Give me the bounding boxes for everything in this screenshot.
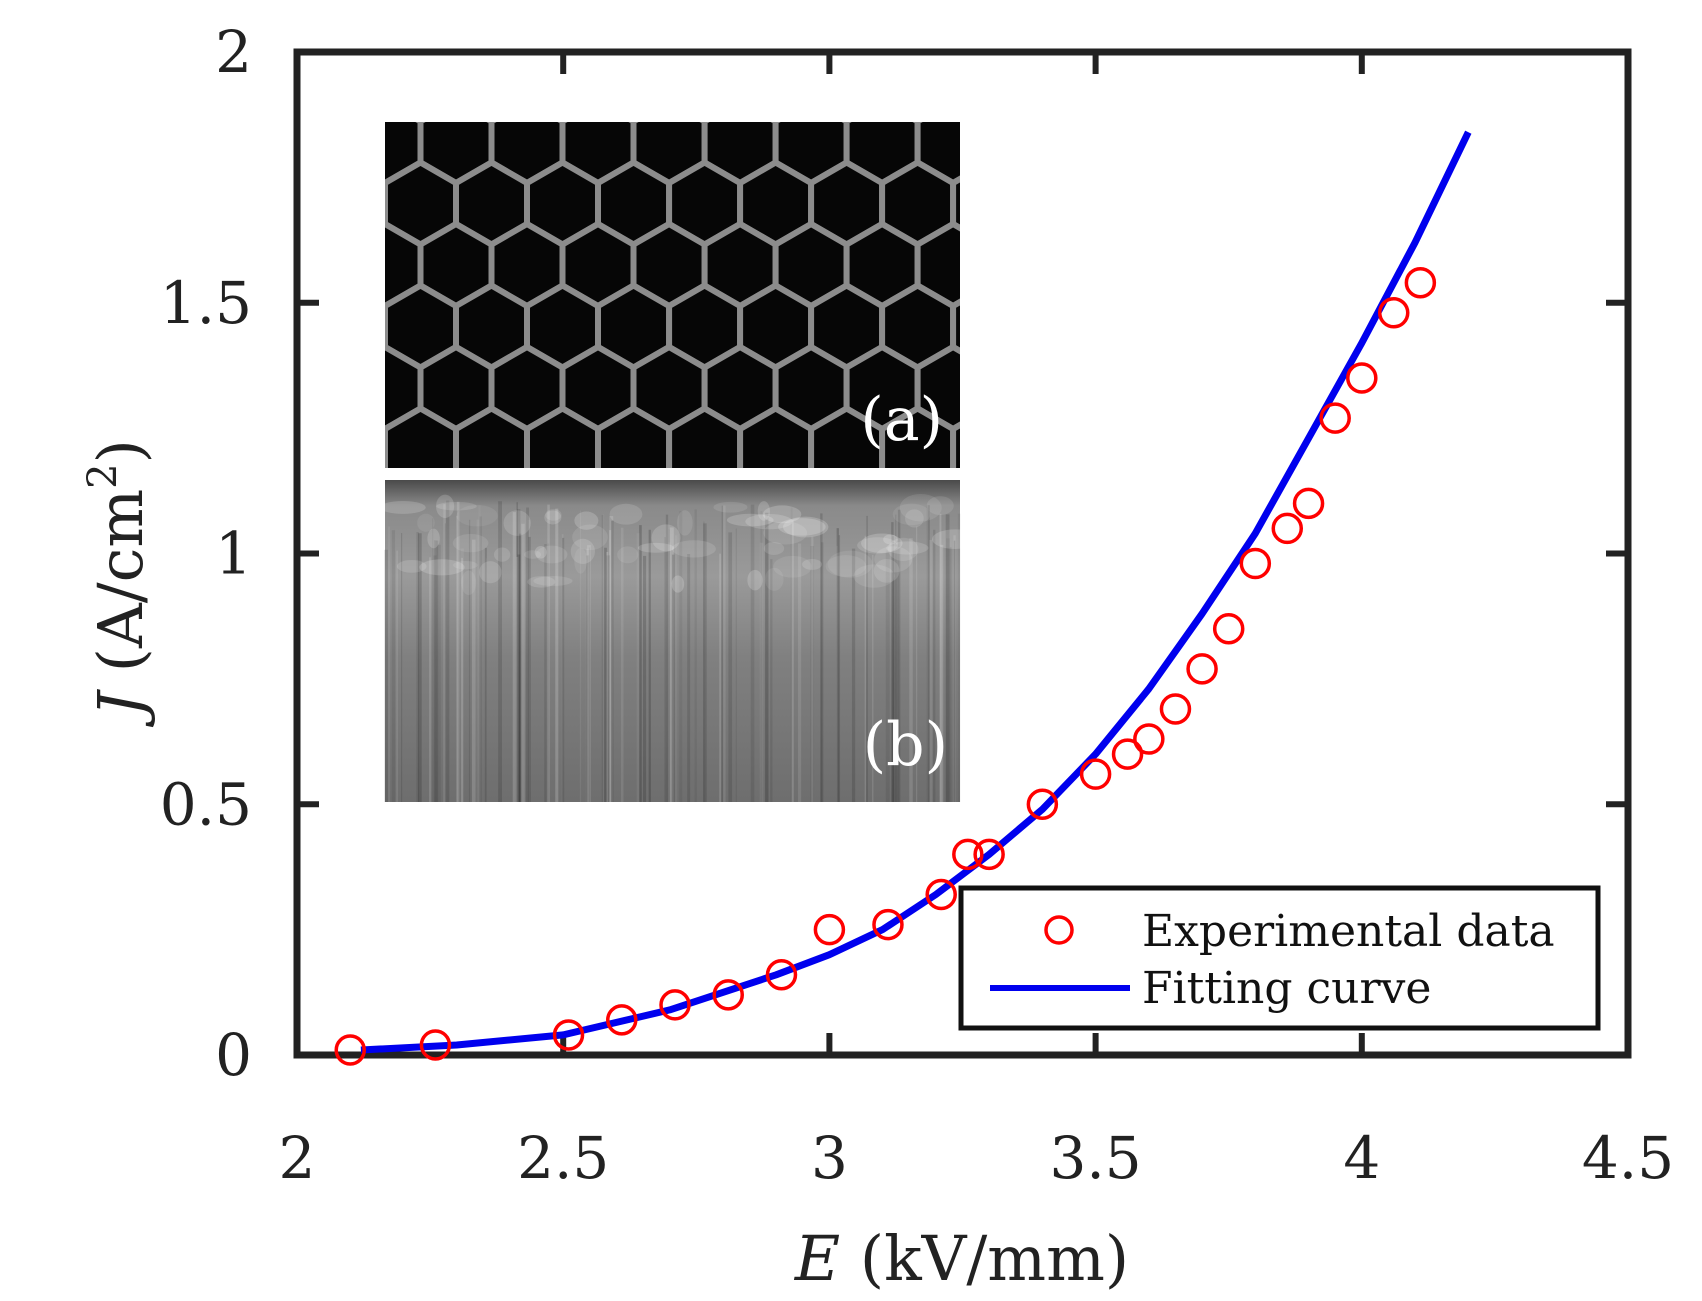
data-point	[1212, 612, 1245, 645]
x-tick-label: 2.5	[517, 1124, 609, 1192]
data-point	[872, 908, 904, 941]
data-point	[334, 1034, 366, 1066]
data-point	[765, 959, 798, 991]
y-tick-labels: 0 0.5 1 1.5 2	[160, 18, 252, 1089]
y-tick-label: 0.5	[160, 770, 252, 838]
fitting-curve-layer	[360, 130, 1472, 1054]
x-tick-label: 2	[279, 1124, 316, 1192]
y-tick-label: 0	[215, 1021, 252, 1089]
data-point	[1271, 512, 1304, 545]
data-point	[1404, 266, 1437, 299]
legend-label-fitting: Fitting curve	[1142, 963, 1431, 1014]
data-point	[1319, 402, 1351, 434]
data-point	[712, 979, 744, 1011]
inset-a-label: (a)	[860, 385, 943, 455]
legend-marker-icon	[1044, 915, 1074, 945]
fitting-curve	[360, 130, 1472, 1054]
x-tick-label: 4.5	[1582, 1124, 1674, 1192]
data-point	[952, 838, 984, 871]
y-axis-label: J (A/cm2)	[80, 439, 157, 728]
legend-label-experimental: Experimental data	[1142, 906, 1555, 957]
data-point	[1159, 693, 1192, 725]
data-point	[1346, 362, 1378, 394]
data-point	[1377, 297, 1410, 329]
data-point	[973, 838, 1005, 871]
data-point	[1292, 487, 1325, 520]
x-tick-labels: 2 2.5 3 3.5 4 4.5	[279, 1124, 1675, 1192]
y-tick-label: 1	[215, 520, 252, 588]
data-point	[606, 1004, 638, 1036]
data-point	[1239, 547, 1272, 580]
data-point	[813, 913, 846, 946]
data-point	[659, 989, 691, 1021]
axis-ticks	[294, 49, 1631, 1058]
data-point	[419, 1029, 452, 1061]
data-point	[1111, 738, 1144, 770]
data-point	[1186, 653, 1218, 685]
x-tick-label: 3.5	[1049, 1124, 1141, 1192]
x-axis-label: E (kV/mm)	[794, 1222, 1129, 1295]
y-tick-label: 2	[215, 18, 252, 86]
data-point	[925, 878, 957, 911]
y-tick-label: 1.5	[160, 269, 252, 337]
data-point	[1079, 758, 1112, 790]
data-point	[552, 1019, 585, 1051]
data-point	[1026, 788, 1059, 820]
x-tick-label: 3	[811, 1124, 848, 1192]
x-tick-label: 4	[1343, 1124, 1380, 1192]
legend: Experimental data Fitting curve	[958, 885, 1601, 1031]
experimental-markers	[334, 266, 1437, 1066]
inset-b-label: (b)	[863, 710, 948, 780]
data-point	[1133, 723, 1165, 755]
honeycomb-inset: (a)	[385, 122, 960, 468]
nanotube-forest-inset: (b)	[380, 480, 979, 802]
